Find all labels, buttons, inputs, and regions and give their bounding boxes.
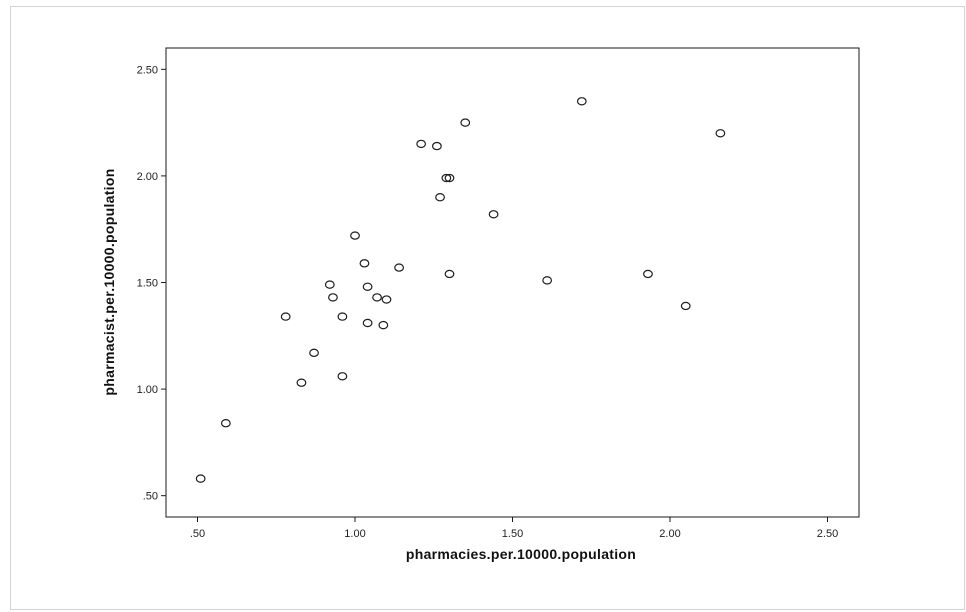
- scatter-point: [337, 312, 348, 321]
- y-tick-label: 2.50: [137, 64, 158, 76]
- scatter-point: [362, 318, 373, 328]
- scatter-point: [444, 173, 455, 183]
- scatter-point: [378, 320, 389, 330]
- scatter-point: [432, 141, 442, 151]
- scatter-point: [576, 97, 587, 106]
- x-axis: .50 1.00 1.50 2.00 2.50: [190, 517, 838, 540]
- scatter-point: [280, 312, 291, 321]
- scatter-point: [337, 372, 348, 381]
- y-axis: .50 1.00 1.50 2.00 2.50: [137, 64, 166, 503]
- scatter-point: [643, 269, 653, 279]
- x-tick-label: 2.50: [817, 528, 838, 540]
- x-tick-label: 1.00: [344, 528, 365, 540]
- scatter-point: [680, 301, 691, 311]
- y-axis-title: pharmacist.per.10000.population: [101, 168, 117, 395]
- scatter-point: [328, 293, 338, 302]
- y-tick-label: .50: [143, 491, 158, 503]
- scatter-point: [488, 210, 499, 219]
- scatter-point: [220, 419, 231, 428]
- scatter-chart: .50 1.00 1.50 2.00 2.50 .501.001.502.002.50 …: [101, 47, 860, 562]
- x-tick-label: .50: [190, 528, 205, 540]
- scatter-point: [715, 129, 726, 138]
- scatter-point: [381, 295, 392, 304]
- scatter-point: [350, 231, 360, 240]
- scatter-point: [309, 348, 319, 358]
- scatter-point: [362, 282, 373, 291]
- data-points: [195, 97, 726, 483]
- figure-frame: .50 1.00 1.50 2.00 2.50 .50 1.00 1.50 2.00 2.50 …: [10, 6, 965, 610]
- scatter-point: [435, 193, 445, 202]
- y-tick-label: 2.00: [137, 171, 158, 183]
- x-axis-title: pharmacies.per.10000.population: [406, 546, 636, 562]
- scatter-point: [195, 474, 206, 483]
- scatter-point: [296, 378, 307, 387]
- x-tick-label: 2.00: [659, 528, 680, 540]
- scatter-point: [542, 276, 553, 285]
- scatter-point: [444, 269, 455, 279]
- scatter-point: [359, 259, 370, 268]
- y-tick-label: 1.50: [137, 278, 158, 290]
- scatter-point: [324, 280, 335, 289]
- y-tick-label: 1.00: [137, 384, 158, 396]
- scatter-point: [460, 118, 471, 127]
- x-tick-label: 1.50: [502, 528, 523, 540]
- plot-area: [165, 47, 860, 518]
- scatter-point: [441, 173, 452, 183]
- scatter-point: [372, 293, 382, 302]
- scatter-point: [394, 263, 405, 272]
- scatter-point: [416, 139, 427, 149]
